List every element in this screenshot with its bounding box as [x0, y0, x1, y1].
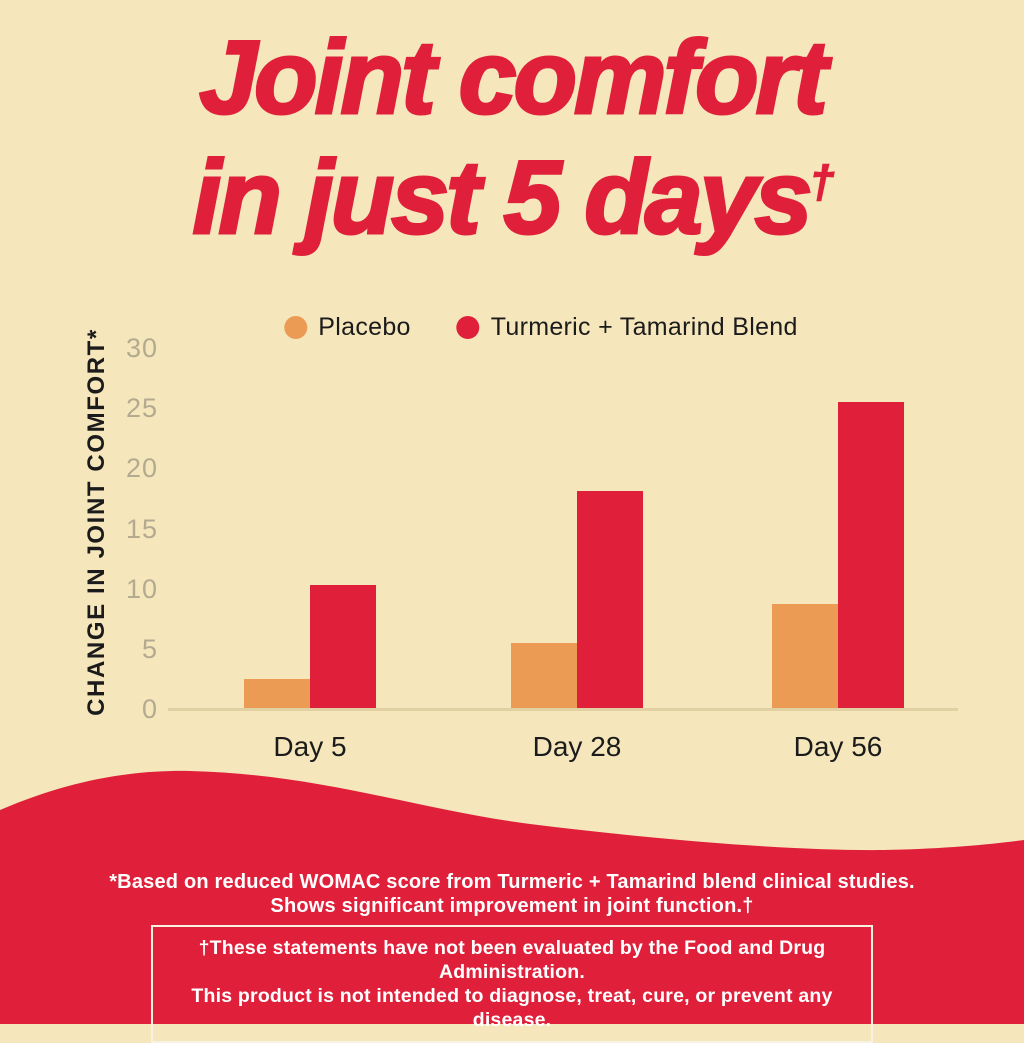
x-axis-label-day-56: Day 56	[793, 731, 883, 762]
y-tick-label: 20	[125, 453, 158, 484]
legend-label: Turmeric + Tamarind Blend	[490, 313, 798, 341]
bar-turmeric-tamarind-blend-day-5	[310, 585, 376, 709]
footnote-line-2: Shows significant improvement in joint f…	[270, 895, 754, 917]
title-line-2: in just 5 days†	[191, 139, 836, 258]
disclaimer-line-1: †These statements have not been evaluate…	[198, 937, 826, 983]
page-title: Joint comfort in just 5 days†	[0, 18, 1024, 258]
bar-turmeric-tamarind-blend-day-56	[838, 402, 904, 709]
fda-disclaimer-box: †These statements have not been evaluate…	[151, 925, 873, 1043]
dagger-superscript: †	[809, 156, 836, 208]
y-tick-label: 5	[141, 633, 158, 664]
bar-placebo-day-56	[772, 604, 838, 709]
bar-placebo-day-5	[244, 678, 310, 709]
blend-dot-icon	[456, 316, 480, 339]
chart-legend: Placebo Turmeric + Tamarind Blend	[284, 313, 797, 342]
red-wave-footer	[0, 770, 1024, 1024]
title-line-1: Joint comfort	[198, 19, 829, 138]
legend-label: Placebo	[318, 313, 411, 341]
y-tick-label: 15	[125, 513, 158, 544]
y-tick-label: 0	[141, 694, 158, 724]
x-axis-label-day-28: Day 28	[532, 731, 622, 762]
disclaimer-line-2: This product is not intended to diagnose…	[191, 985, 833, 1031]
y-tick-label: 25	[125, 393, 158, 424]
y-tick-label: 30	[125, 333, 158, 364]
footnote-line-1: *Based on reduced WOMAC score from Turme…	[109, 871, 915, 893]
legend-item-blend: Turmeric + Tamarind Blend	[456, 313, 798, 342]
legend-item-placebo: Placebo	[284, 313, 410, 342]
bar-turmeric-tamarind-blend-day-28	[577, 491, 643, 709]
bar-placebo-day-28	[511, 642, 577, 709]
x-axis-line	[168, 708, 958, 711]
placebo-dot-icon	[284, 316, 308, 339]
y-tick-label: 10	[125, 573, 158, 604]
x-axis-label-day-5: Day 5	[273, 731, 347, 762]
study-footnote: *Based on reduced WOMAC score from Turme…	[0, 870, 1024, 918]
